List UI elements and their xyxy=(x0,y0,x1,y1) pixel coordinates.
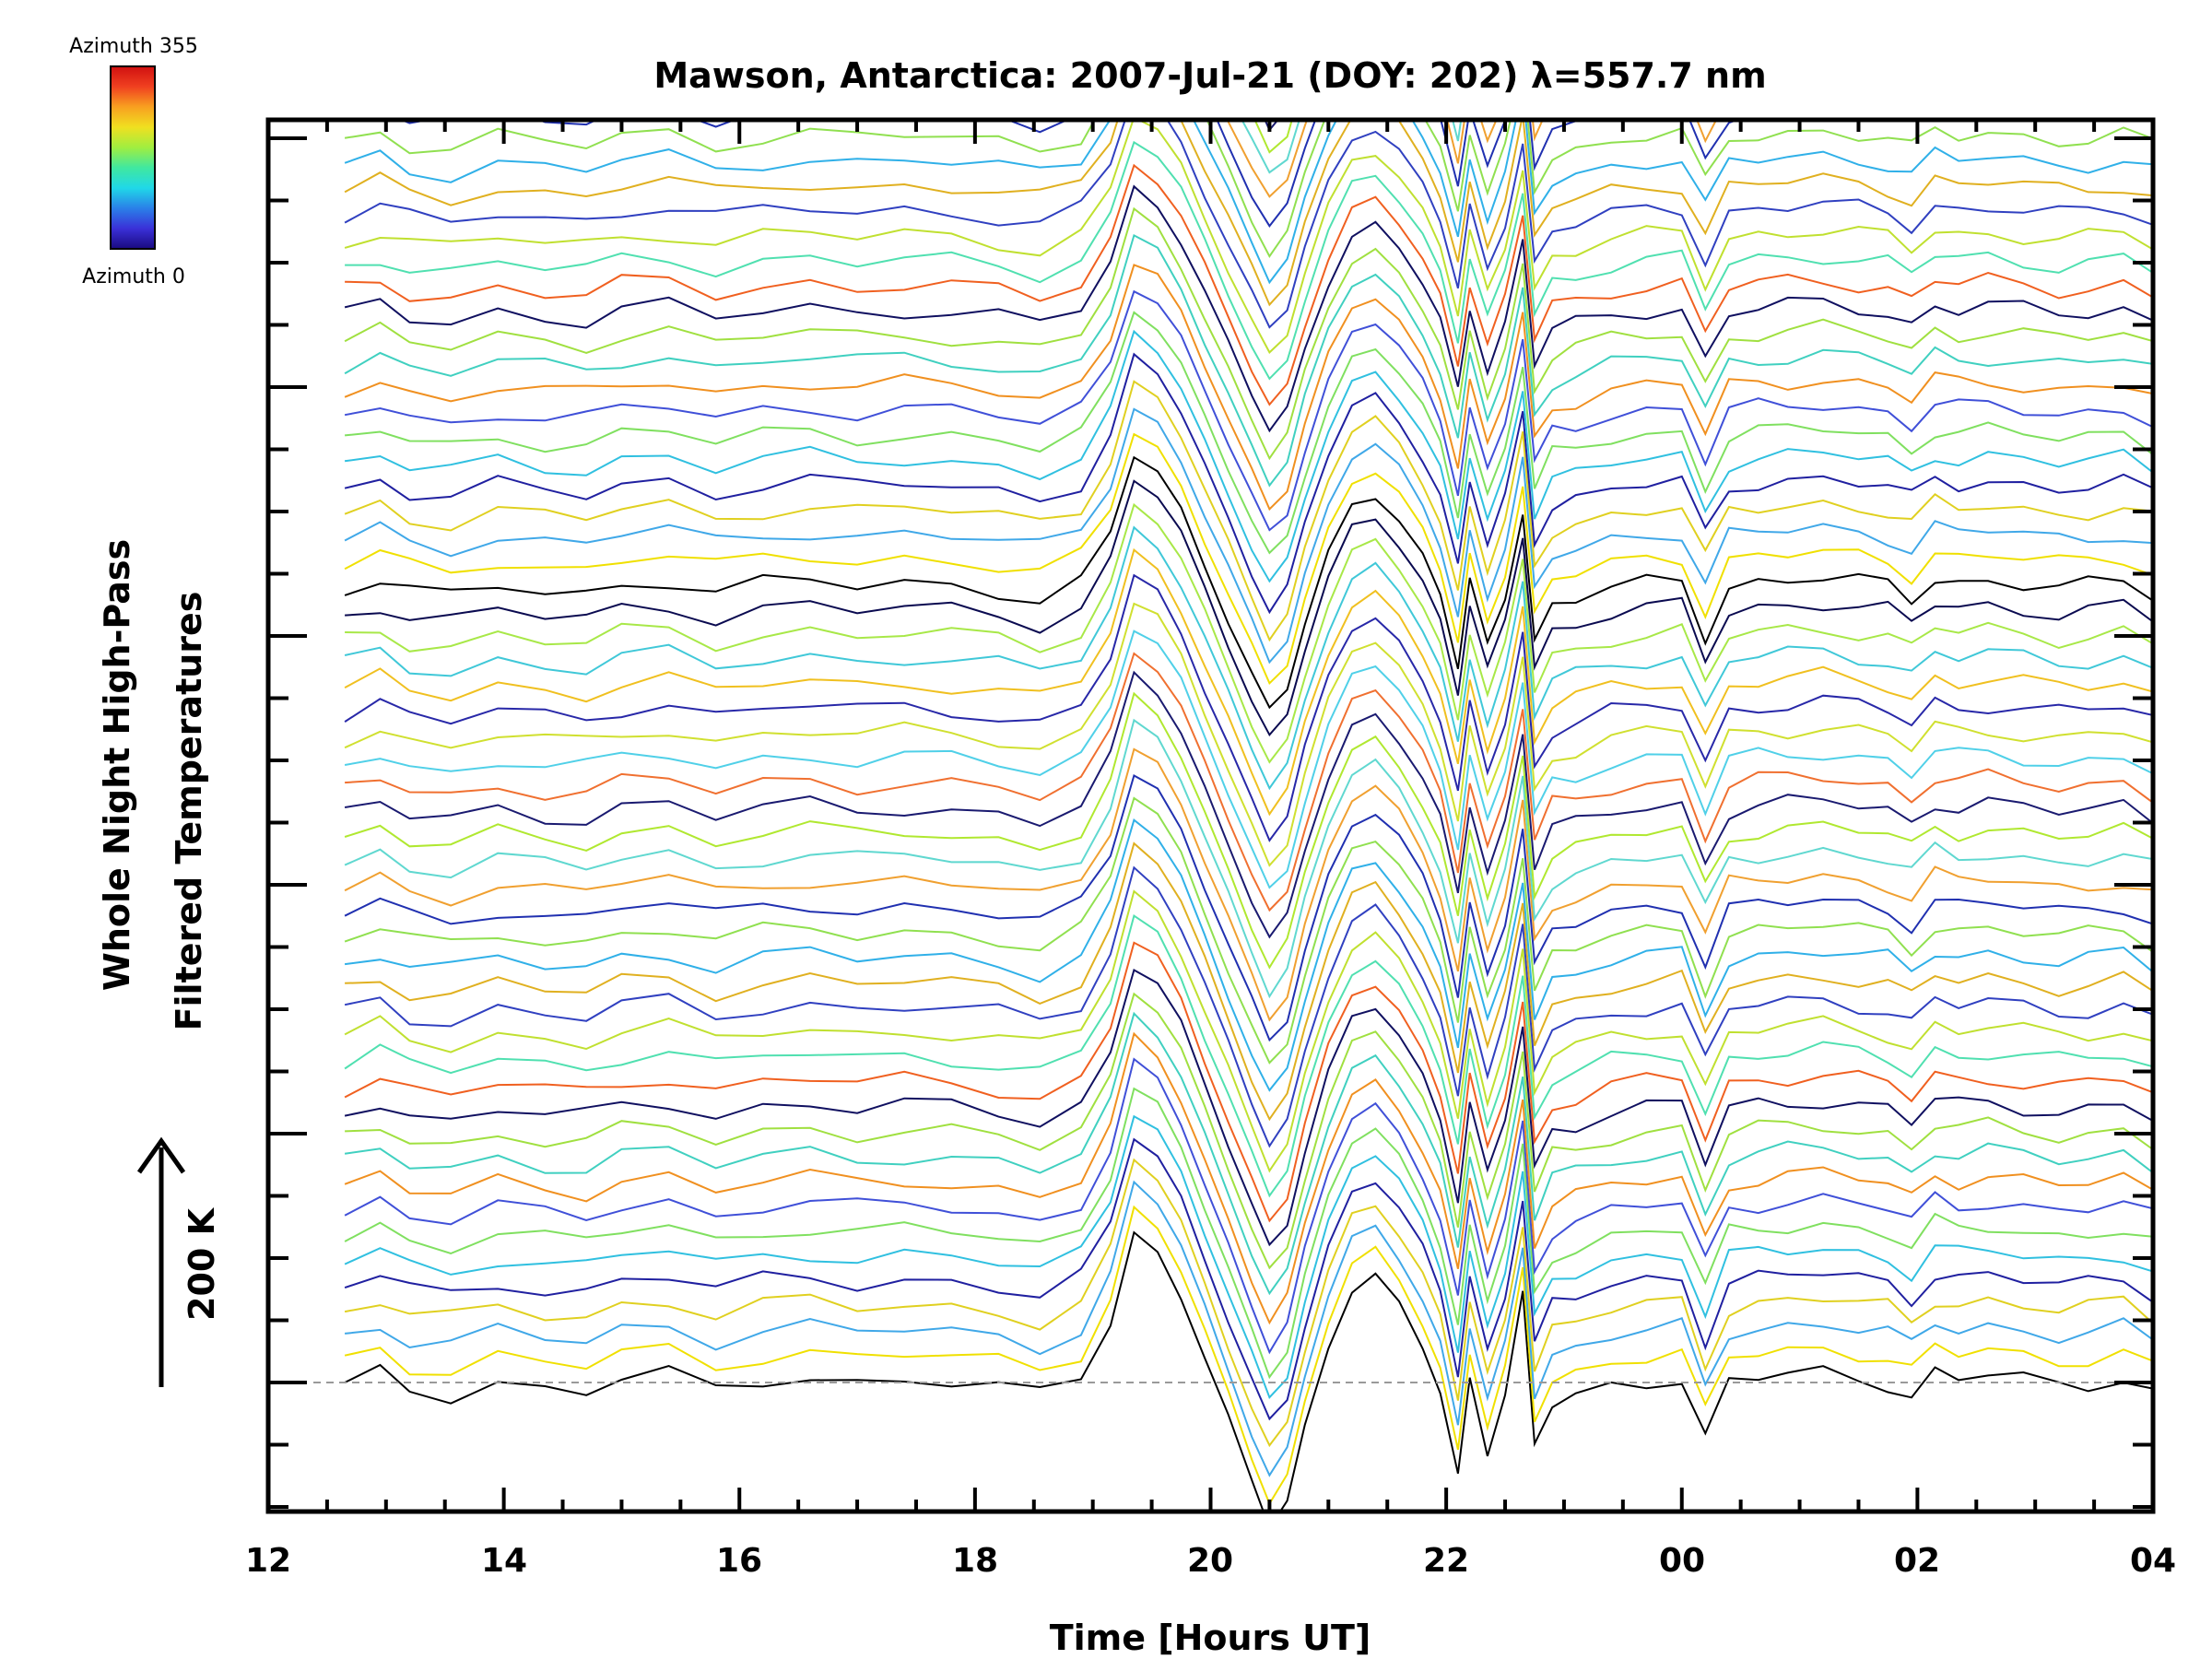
series-line-59 xyxy=(345,0,2153,22)
x-tick-label-04: 04 xyxy=(2130,1542,2176,1580)
scale-arrow-head xyxy=(136,1136,186,1174)
series-line-21 xyxy=(344,718,2153,999)
series-line-38 xyxy=(344,311,2153,555)
x-axis-label: Time [Hours UT] xyxy=(1050,1618,1371,1658)
series-line-19 xyxy=(344,774,2153,1042)
series-line-24 xyxy=(345,652,2153,912)
color-legend: Azimuth 355 Azimuth 0 xyxy=(69,35,198,288)
series-line-2 xyxy=(344,1180,2153,1477)
series-line-1 xyxy=(344,1205,2153,1506)
series-line-40 xyxy=(344,264,2153,512)
series-line-52 xyxy=(1226,120,1718,198)
scale-label: 200 K xyxy=(182,1206,222,1321)
x-tick-label-00: 00 xyxy=(1659,1542,1705,1580)
series-line-17 xyxy=(344,818,2153,1092)
series-line-39 xyxy=(344,289,2153,532)
series-line-22 xyxy=(344,691,2153,970)
x-tick-label-02: 02 xyxy=(1894,1542,1940,1580)
chart-title: Mawson, Antarctica: 2007-Jul-21 (DOY: 20… xyxy=(653,55,1766,96)
series-line-12 xyxy=(344,941,2153,1223)
series-line-41 xyxy=(344,233,2153,488)
axis-ticks xyxy=(266,120,2155,1512)
series-line-5 xyxy=(344,1114,2153,1400)
x-tick-label-18: 18 xyxy=(952,1542,998,1580)
series-line-34 xyxy=(344,407,2153,665)
series-line-9 xyxy=(344,1011,2153,1296)
series-line-49 xyxy=(344,120,2153,285)
series-line-29 xyxy=(344,525,2153,791)
series-line-7 xyxy=(344,1057,2153,1355)
series-line-0 xyxy=(344,1230,2153,1512)
series-line-23 xyxy=(344,670,2153,939)
series-line-13 xyxy=(344,913,2153,1198)
x-tick-label-14: 14 xyxy=(481,1542,527,1580)
legend-colorbar xyxy=(110,65,156,250)
x-tick-label-22: 22 xyxy=(1423,1542,1469,1580)
series-line-50 xyxy=(344,120,2153,259)
series-line-25 xyxy=(344,629,2153,889)
series-line-44 xyxy=(345,163,2153,406)
x-tick-label-16: 16 xyxy=(716,1542,762,1580)
series-line-30 xyxy=(345,502,2153,764)
series-line-3 xyxy=(344,1158,2153,1448)
series-line-10 xyxy=(345,992,2153,1270)
series-line-15 xyxy=(344,865,2153,1148)
series-line-33 xyxy=(344,432,2153,686)
plot-frame xyxy=(265,117,2156,1514)
series-line-46 xyxy=(344,120,2153,355)
series-line-43 xyxy=(344,184,2153,433)
series-line-14 xyxy=(344,889,2153,1173)
series-line-47 xyxy=(344,120,2153,329)
series-line-35 xyxy=(344,380,2153,642)
x-tick-label-20: 20 xyxy=(1187,1542,1233,1580)
series-line-58 xyxy=(345,0,2153,47)
series-line-20 xyxy=(344,747,2153,1022)
series-line-51 xyxy=(399,120,2153,228)
series-line-28 xyxy=(344,547,2153,817)
series-line-18 xyxy=(344,796,2153,1065)
series-line-11 xyxy=(344,969,2153,1247)
series-line-4 xyxy=(344,1137,2153,1421)
series-line-36 xyxy=(344,352,2153,615)
series-line-31 xyxy=(345,479,2153,737)
series-line-45 xyxy=(345,140,2153,381)
legend-top-label: Azimuth 355 xyxy=(69,35,198,58)
series-lines xyxy=(344,0,2153,1512)
y-axis-label-line1: Whole Night High-Pass xyxy=(97,539,137,991)
series-line-26 xyxy=(344,602,2153,867)
series-line-48 xyxy=(344,120,2153,307)
series-line-27 xyxy=(344,573,2153,842)
y-axis-label-line2: Filtered Temperatures xyxy=(169,592,209,1031)
x-tick-label-12: 12 xyxy=(245,1542,291,1580)
series-line-8 xyxy=(344,1031,2153,1325)
series-line-37 xyxy=(344,329,2153,583)
scale-indicator: 200 K xyxy=(136,1136,222,1387)
series-line-32 xyxy=(344,455,2153,710)
series-line-16 xyxy=(345,841,2153,1122)
series-line-6 xyxy=(344,1087,2153,1380)
series-line-42 xyxy=(344,206,2153,461)
legend-bottom-label: Azimuth 0 xyxy=(82,265,185,288)
